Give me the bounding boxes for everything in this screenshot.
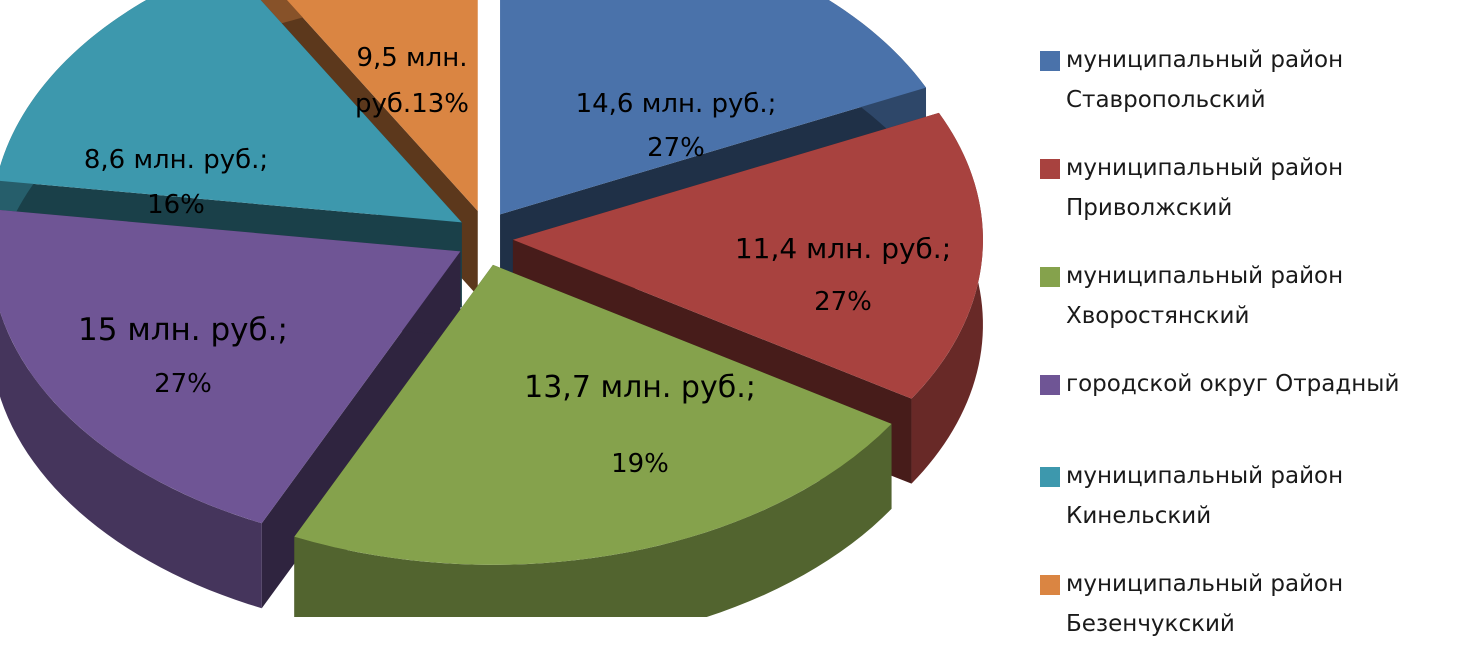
legend-swatch — [1040, 575, 1060, 595]
pie-slice-rim — [0, 311, 262, 609]
data-label: 11,4 млн. руб.; — [735, 232, 951, 265]
pie-slice-2 — [294, 264, 892, 617]
legend-swatch — [1040, 267, 1060, 287]
data-label: 27% — [647, 133, 705, 163]
pie-slice-top — [0, 210, 461, 524]
legend-swatch — [1040, 467, 1060, 487]
legend-item-khvorostyansky: муниципальный район Хворостянский — [1040, 256, 1470, 336]
pie-slice-top — [294, 264, 892, 565]
legend-swatch — [1040, 159, 1060, 179]
pie-slice-rim — [294, 423, 892, 617]
pie-slice-top — [512, 112, 983, 399]
pie-chart: 14,6 млн. руб.; 27% 11,4 млн. руб.; 27% 13,7… — [0, 0, 983, 617]
legend-item-otradny: городской округ Отрадный — [1040, 364, 1470, 404]
data-label: 16% — [147, 190, 205, 220]
data-label: 13,7 млн. руб.; — [524, 370, 756, 405]
data-label: 19% — [611, 449, 669, 479]
legend-label: муниципальный район Приволжский — [1066, 155, 1344, 221]
data-label: 14,6 млн. руб.; — [576, 89, 777, 119]
legend-swatch — [1040, 375, 1060, 395]
legend-swatch — [1040, 51, 1060, 71]
data-label: 15 млн. руб.; — [78, 312, 288, 348]
legend-item-kinelsky: муниципальный район Кинельский — [1040, 456, 1470, 536]
legend-label: муниципальный район Ставропольский — [1066, 47, 1344, 113]
pie-slice-top — [0, 0, 462, 223]
legend: муниципальный район Ставропольский муници… — [1040, 40, 1470, 672]
legend-label: городской округ Отрадный — [1066, 371, 1400, 397]
legend-item-stavropolsky: муниципальный район Ставропольский — [1040, 40, 1470, 120]
pie-slice-rim — [242, 0, 401, 37]
legend-item-bezenchuksky: муниципальный район Безенчукский — [1040, 564, 1470, 644]
legend-label: муниципальный район Безенчукский — [1066, 571, 1344, 637]
data-label: 9,5 млн. — [356, 43, 467, 73]
data-label: 27% — [814, 287, 872, 317]
legend-label: муниципальный район Хворостянский — [1066, 263, 1344, 329]
data-label: руб.13% — [355, 89, 469, 119]
pie-slice-top — [286, 0, 478, 211]
data-label: 27% — [154, 369, 212, 399]
legend-item-privolzhsky: муниципальный район Приволжский — [1040, 148, 1470, 228]
legend-label: муниципальный район Кинельский — [1066, 463, 1344, 529]
data-label: 8,6 млн. руб.; — [84, 145, 268, 175]
pie-slice-top — [500, 0, 927, 215]
